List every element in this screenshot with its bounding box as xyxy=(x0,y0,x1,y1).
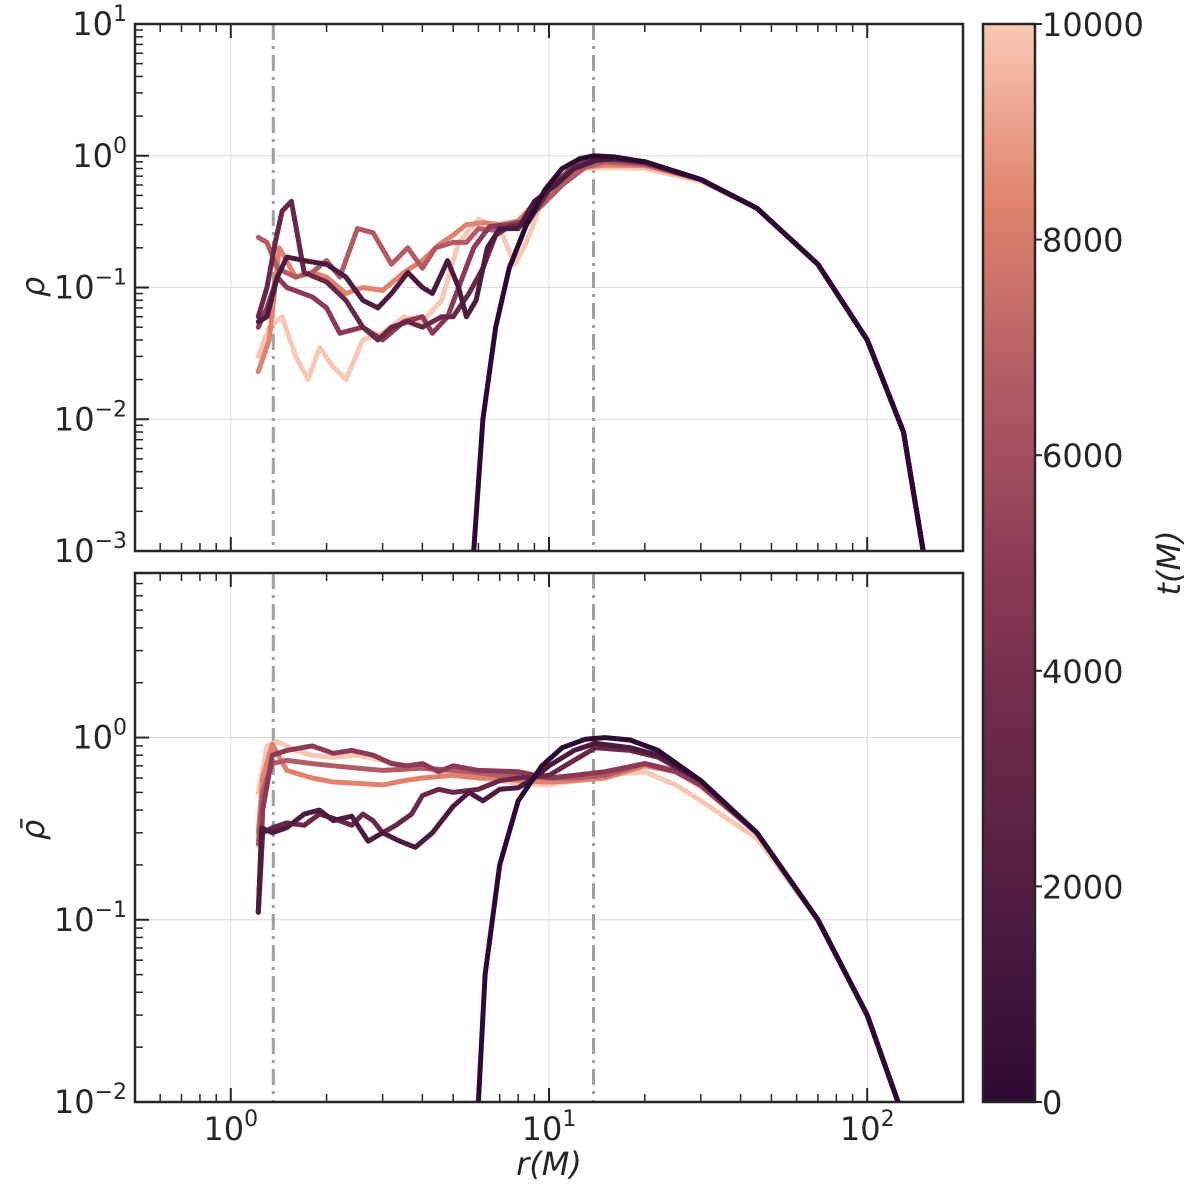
y-tick-label: 10−1 xyxy=(54,898,127,939)
top-ytick-labels: 101 100 10−1 10−2 10−3 xyxy=(54,2,127,570)
bottom-panel: 100 10−1 10−2 100 101 102 ρ̄ r(M) xyxy=(14,571,965,1183)
series-line-t0 xyxy=(475,735,901,1102)
top-lines xyxy=(255,153,926,551)
colorbar-tick-label: 10000 xyxy=(1042,6,1144,44)
colorbar-gradient xyxy=(981,22,1037,1104)
bottom-ticks xyxy=(134,573,964,1103)
y-tick-label: 10−3 xyxy=(54,529,127,570)
bottom-ylabel: ρ̄ xyxy=(14,818,52,840)
series-line-t0 xyxy=(471,153,926,551)
x-tick-label: 100 xyxy=(203,1107,258,1148)
bottom-plot-frame xyxy=(133,571,965,1104)
y-tick-label: 10−1 xyxy=(54,266,127,307)
bottom-xtick-labels: 100 101 102 xyxy=(203,1107,894,1148)
y-tick-label: 10−2 xyxy=(54,1080,127,1121)
colorbar-tick-label: 2000 xyxy=(1042,868,1123,906)
top-ticks xyxy=(134,23,964,552)
colorbar-tick-label: 4000 xyxy=(1042,653,1123,691)
series-line-t5000 xyxy=(255,743,901,1102)
top-plot-frame xyxy=(133,22,965,553)
top-panel: 101 100 10−1 10−2 10−3 ρ xyxy=(14,2,965,570)
y-tick-label: 100 xyxy=(72,134,127,175)
bottom-xlabel: r(M) xyxy=(516,1145,582,1183)
colorbar: 10000 8000 6000 4000 2000 0 t(M) xyxy=(981,6,1188,1122)
x-tick-label: 101 xyxy=(522,1107,577,1148)
x-tick-label: 102 xyxy=(840,1107,895,1148)
y-tick-label: 100 xyxy=(72,716,127,757)
colorbar-tick-label: 8000 xyxy=(1042,222,1123,260)
colorbar-tick-label: 0 xyxy=(1042,1084,1062,1122)
colorbar-ticks: 10000 8000 6000 4000 2000 0 xyxy=(1035,6,1144,1122)
bottom-lines xyxy=(255,735,901,1102)
y-tick-label: 101 xyxy=(72,2,127,43)
colorbar-tick-label: 6000 xyxy=(1042,437,1123,475)
series-line-t2000 xyxy=(255,740,901,1102)
colorbar-label: t(M) xyxy=(1150,530,1188,595)
y-tick-label: 10−2 xyxy=(54,397,127,438)
bottom-vlines xyxy=(271,573,596,1102)
top-ylabel: ρ xyxy=(14,277,52,297)
bottom-ytick-labels: 100 10−1 10−2 xyxy=(54,716,127,1121)
